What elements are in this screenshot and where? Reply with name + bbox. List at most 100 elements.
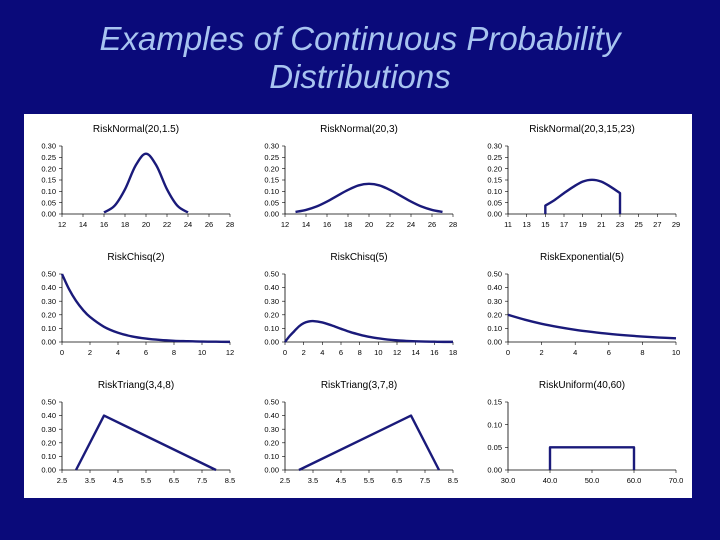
x-tick-label: 11 — [504, 220, 512, 229]
x-tick-label: 4.5 — [336, 476, 346, 485]
y-tick-label: 0.20 — [264, 164, 279, 173]
x-tick-label: 4 — [320, 348, 324, 357]
x-tick-label: 23 — [616, 220, 624, 229]
y-tick-label: 0.00 — [41, 210, 56, 219]
x-tick-label: 18 — [449, 348, 457, 357]
y-tick-label: 0.15 — [487, 176, 502, 185]
x-tick-label: 5.5 — [141, 476, 151, 485]
y-tick-label: 0.00 — [487, 466, 502, 475]
x-tick-label: 25 — [634, 220, 642, 229]
x-tick-label: 8 — [640, 348, 644, 357]
chart-risk-normal-20-3: RiskNormal(20,3) 0.30 0.25 0.20 0.15 0.10 0.05… — [264, 124, 457, 229]
y-tick-label: 0.05 — [41, 198, 56, 207]
y-tick-label: 0.50 — [487, 270, 502, 279]
x-tick-label: 6 — [144, 348, 148, 357]
x-tick-label: 3.5 — [85, 476, 95, 485]
y-tick-label: 0.20 — [487, 310, 502, 319]
x-tick-label: 16 — [430, 348, 438, 357]
y-tick-label: 0.30 — [41, 297, 56, 306]
x-tick-label: 30.0 — [501, 476, 516, 485]
chart-grid: RiskNormal(20,1.5) 0.30 0.25 0.20 0.15 0.10 0.… — [24, 114, 692, 498]
x-tick-label: 3.5 — [308, 476, 318, 485]
chart-title: RiskNormal(20,1.5) — [93, 124, 179, 135]
distribution-curve — [295, 182, 443, 214]
y-tick-label: 0.05 — [264, 198, 279, 207]
y-tick-label: 0.00 — [264, 466, 279, 475]
y-tick-label: 0.10 — [264, 187, 279, 196]
x-tick-label: 2 — [88, 348, 92, 357]
y-tick-label: 0.40 — [264, 283, 279, 292]
y-tick-label: 0.10 — [487, 420, 502, 429]
x-tick-label: 0 — [506, 348, 510, 357]
y-tick-label: 0.30 — [264, 142, 279, 151]
x-tick-label: 8 — [358, 348, 362, 357]
chart-risk-exponential-5: RiskExponential(5) 0.50 0.40 0.30 0.20 0.10 0.… — [487, 252, 680, 357]
x-tick-label: 4 — [573, 348, 577, 357]
y-tick-label: 0.10 — [41, 452, 56, 461]
y-tick-label: 0.25 — [41, 153, 56, 162]
x-tick-label: 10 — [198, 348, 206, 357]
y-tick-label: 0.25 — [264, 153, 279, 162]
x-tick-label: 2 — [540, 348, 544, 357]
x-tick-label: 16 — [100, 220, 108, 229]
y-tick-label: 0.15 — [487, 398, 502, 407]
y-tick-label: 0.10 — [41, 187, 56, 196]
x-tick-label: 6.5 — [392, 476, 402, 485]
chart-title: RiskChisq(2) — [107, 252, 164, 263]
y-tick-label: 0.20 — [41, 438, 56, 447]
y-tick-label: 0.15 — [41, 176, 56, 185]
title-line-2: Distributions — [269, 58, 451, 95]
x-tick-label: 60.0 — [627, 476, 642, 485]
y-tick-label: 0.50 — [41, 270, 56, 279]
x-tick-label: 28 — [449, 220, 457, 229]
x-tick-label: 2 — [302, 348, 306, 357]
y-tick-label: 0.30 — [41, 142, 56, 151]
x-tick-label: 27 — [653, 220, 661, 229]
y-tick-label: 0.05 — [487, 443, 502, 452]
x-tick-label: 6 — [339, 348, 343, 357]
x-tick-label: 15 — [541, 220, 549, 229]
y-tick-label: 0.40 — [487, 283, 502, 292]
y-tick-label: 0.30 — [487, 142, 502, 151]
y-tick-label: 0.25 — [487, 153, 502, 162]
y-tick-label: 0.10 — [487, 324, 502, 333]
distribution-curve — [548, 446, 636, 470]
y-tick-label: 0.40 — [264, 411, 279, 420]
y-tick-label: 0.20 — [41, 310, 56, 319]
x-tick-label: 0 — [283, 348, 287, 357]
distribution-curve — [60, 273, 231, 344]
x-tick-label: 14 — [302, 220, 310, 229]
x-tick-label: 8 — [172, 348, 176, 357]
distribution-curve — [103, 152, 189, 214]
chart-title: RiskTriang(3,4,8) — [98, 380, 174, 391]
y-tick-label: 0.10 — [487, 187, 502, 196]
chart-risk-normal-20-1-5: RiskNormal(20,1.5) 0.30 0.25 0.20 0.15 0.10 0.… — [41, 124, 234, 229]
chart-risk-triang-3-7-8: RiskTriang(3,7,8) 0.50 0.40 0.30 0.20 0.10 0.0… — [264, 380, 458, 485]
x-tick-label: 7.5 — [197, 476, 207, 485]
y-tick-label: 0.05 — [487, 198, 502, 207]
y-tick-label: 0.10 — [41, 324, 56, 333]
x-tick-label: 20 — [365, 220, 373, 229]
x-tick-label: 7.5 — [420, 476, 430, 485]
y-tick-label: 0.20 — [264, 310, 279, 319]
chart-title: RiskUniform(40,60) — [539, 380, 625, 391]
x-tick-label: 17 — [560, 220, 568, 229]
x-tick-label: 12 — [58, 220, 66, 229]
y-tick-label: 0.50 — [41, 398, 56, 407]
y-tick-label: 0.20 — [41, 164, 56, 173]
x-tick-label: 5.5 — [364, 476, 374, 485]
y-tick-label: 0.00 — [264, 338, 279, 347]
chart-title: RiskTriang(3,7,8) — [321, 380, 397, 391]
x-tick-label: 24 — [407, 220, 415, 229]
x-tick-label: 22 — [163, 220, 171, 229]
distribution-curve — [507, 313, 677, 340]
y-tick-label: 0.15 — [264, 176, 279, 185]
y-tick-label: 0.10 — [264, 452, 279, 461]
y-tick-label: 0.30 — [41, 425, 56, 434]
y-tick-label: 0.50 — [264, 398, 279, 407]
chart-title: RiskChisq(5) — [330, 252, 387, 263]
x-tick-label: 4 — [116, 348, 120, 357]
chart-title: RiskNormal(20,3) — [320, 124, 398, 135]
y-tick-label: 0.20 — [487, 164, 502, 173]
